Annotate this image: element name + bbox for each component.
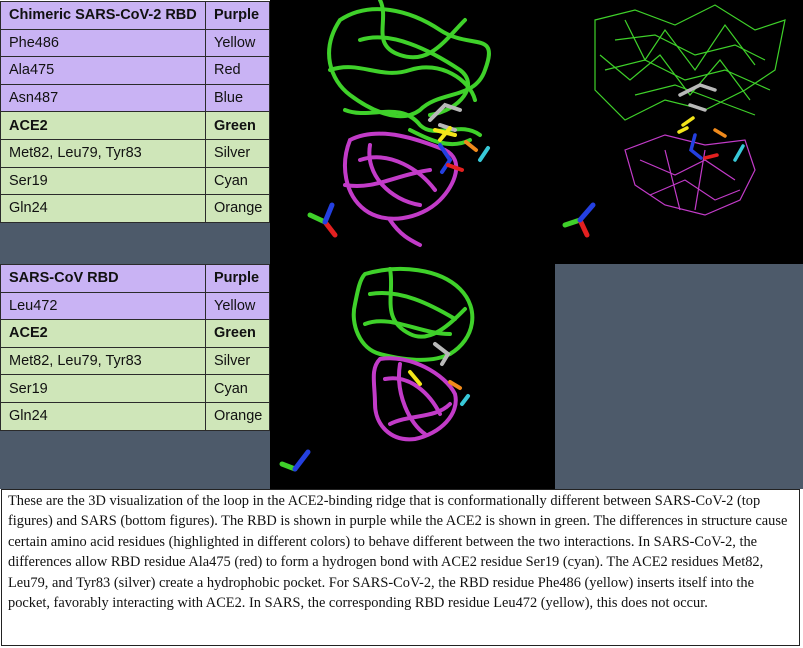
color-cell: Orange: [205, 194, 270, 223]
color-cell: Purple: [205, 1, 270, 30]
empty-panel-right-bottom: [555, 264, 803, 489]
residue-name-cell: SARS-CoV RBD: [0, 264, 206, 293]
sars-cov-2-wireframe-view: [555, 0, 803, 264]
color-cell: Red: [205, 56, 270, 85]
color-cell: Yellow: [205, 28, 270, 58]
color-cell: Green: [205, 111, 270, 140]
bottom-legend-row: Ser19 Cyan: [0, 374, 270, 403]
residue-name-cell: Met82, Leu79, Tyr83: [0, 346, 206, 376]
color-cell: Silver: [205, 138, 270, 168]
sars-cov-cartoon-view: [270, 264, 555, 489]
residue-name-cell: Asn487: [0, 83, 206, 113]
top-legend-row: Chimeric SARS-CoV-2 RBD Purple: [0, 1, 270, 30]
top-legend-row: ACE2 Green: [0, 111, 270, 140]
top-legend-row: Gln24 Orange: [0, 194, 270, 223]
color-cell: Silver: [205, 346, 270, 376]
color-cell: Cyan: [205, 166, 270, 196]
bottom-legend-row: SARS-CoV RBD Purple: [0, 264, 270, 293]
residue-name-cell: Met82, Leu79, Tyr83: [0, 138, 206, 168]
sars-cov-2-legend-table: Chimeric SARS-CoV-2 RBD Purple Phe486 Yello…: [0, 1, 270, 223]
residue-name-cell: ACE2: [0, 319, 206, 348]
residue-name-cell: ACE2: [0, 111, 206, 140]
residue-name-cell: Chimeric SARS-CoV-2 RBD: [0, 1, 206, 30]
residue-name-cell: Leu472: [0, 291, 206, 321]
bottom-legend-row: Met82, Leu79, Tyr83 Silver: [0, 346, 270, 376]
top-legend-row: Ala475 Red: [0, 56, 270, 85]
sars-cov-2-cartoon-view: [270, 0, 555, 264]
color-cell: Yellow: [205, 291, 270, 321]
sars-cov-legend-table: SARS-CoV RBD Purple Leu472 Yellow ACE2 Green M…: [0, 264, 270, 431]
bottom-legend-row: Leu472 Yellow: [0, 291, 270, 321]
bottom-legend-row: ACE2 Green: [0, 319, 270, 348]
top-legend-row: Ser19 Cyan: [0, 166, 270, 196]
residue-name-cell: Ser19: [0, 374, 206, 403]
residue-name-cell: Ser19: [0, 166, 206, 196]
figure-caption: These are the 3D visualization of the lo…: [1, 489, 800, 646]
residue-name-cell: Ala475: [0, 56, 206, 85]
top-legend-row: Phe486 Yellow: [0, 28, 270, 58]
top-legend-row: Met82, Leu79, Tyr83 Silver: [0, 138, 270, 168]
empty-panel-left-bottom: [0, 430, 270, 489]
residue-name-cell: Gln24: [0, 401, 206, 431]
color-cell: Cyan: [205, 374, 270, 403]
color-cell: Blue: [205, 83, 270, 113]
residue-name-cell: Gln24: [0, 194, 206, 223]
color-cell: Purple: [205, 264, 270, 293]
color-cell: Orange: [205, 401, 270, 431]
bottom-legend-row: Gln24 Orange: [0, 401, 270, 431]
top-legend-row: Asn487 Blue: [0, 83, 270, 113]
color-cell: Green: [205, 319, 270, 348]
residue-name-cell: Phe486: [0, 28, 206, 58]
empty-panel-left-top: [0, 222, 270, 264]
